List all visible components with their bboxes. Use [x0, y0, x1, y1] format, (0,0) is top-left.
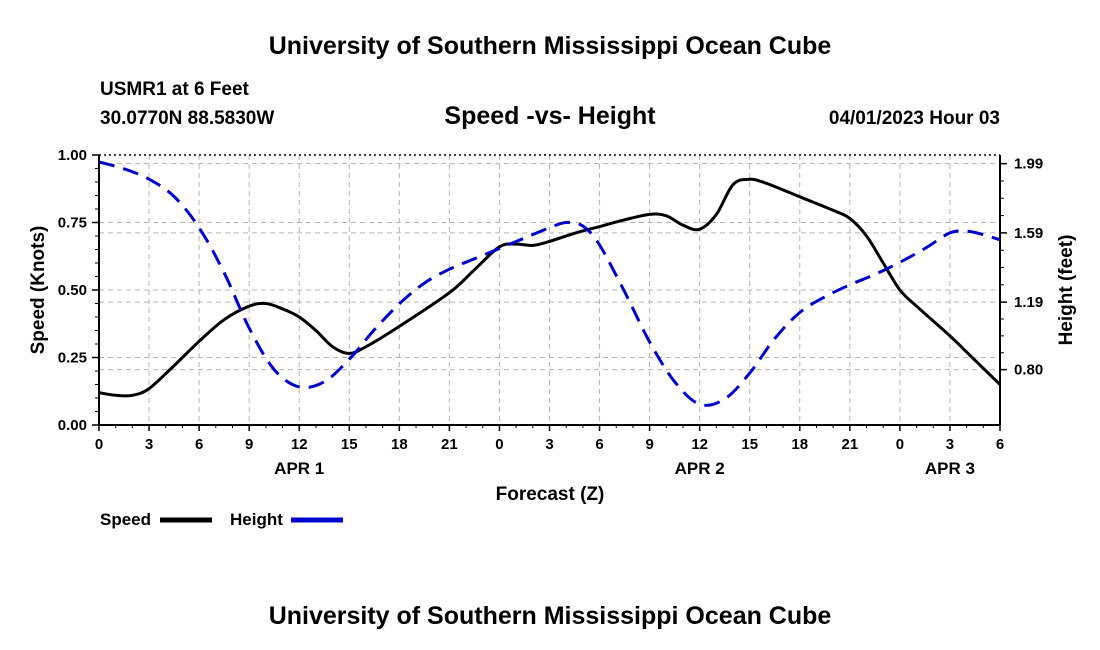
axes: 0 3 6 9 12 15 18 21 0 3 6 9 12 15 18 21 0 3 6 APR 1 APR 2 APR…: [58, 147, 1043, 478]
x-tick-label: 18: [791, 436, 808, 453]
forecast-datetime: 04/01/2023 Hour 03: [829, 108, 1000, 129]
x-tick-label: 0: [495, 436, 503, 453]
x-tick-label: 15: [341, 436, 358, 453]
series-line-height: [98, 160, 1001, 407]
series-layer: [98, 160, 1002, 407]
day-label: APR 2: [675, 459, 725, 478]
x-tick-label: 0: [896, 436, 904, 453]
y2-tick-label: 0.80: [1014, 362, 1043, 379]
y-tick-label: 1.00: [58, 147, 87, 164]
x-tick-label: 0: [95, 436, 103, 453]
day-label: APR 3: [925, 459, 975, 478]
x-tick-label: 15: [741, 436, 758, 453]
legend-height-label: Height: [230, 510, 283, 529]
chart-subtitle: Speed -vs- Height: [444, 102, 656, 130]
y2-tick-label: 1.59: [1014, 225, 1043, 242]
x-tick-label: 6: [195, 436, 203, 453]
x-tick-label: 3: [145, 436, 153, 453]
day-label: APR 1: [274, 459, 324, 478]
x-tick-label: 3: [946, 436, 954, 453]
station-coords: 30.0770N 88.5830W: [100, 108, 274, 129]
legend: Speed Height: [100, 510, 343, 529]
y-tick-label: 0.75: [58, 215, 87, 232]
x-tick-label: 9: [645, 436, 653, 453]
y2-tick-label: 1.19: [1014, 294, 1043, 311]
x-tick-label: 6: [996, 436, 1004, 453]
x-tick-label: 21: [841, 436, 858, 453]
y-tick-label: 0.50: [58, 282, 87, 299]
x-tick-label: 3: [545, 436, 553, 453]
y2-axis-label: Height (feet): [1056, 235, 1077, 346]
x-tick-label: 9: [245, 436, 253, 453]
y-axis-label: Speed (Knots): [28, 226, 49, 355]
legend-speed-label: Speed: [100, 510, 151, 529]
x-tick-label: 21: [441, 436, 458, 453]
series-line-speed: [98, 177, 1002, 398]
y2-tick-label: 1.99: [1014, 156, 1043, 173]
x-tick-label: 6: [595, 436, 603, 453]
chart-title: University of Southern Mississippi Ocean…: [269, 32, 832, 60]
x-tick-label: 18: [391, 436, 408, 453]
y-tick-label: 0.00: [58, 417, 87, 434]
x-tick-label: 12: [691, 436, 708, 453]
x-axis-label: Forecast (Z): [496, 484, 605, 505]
footer-title: University of Southern Mississippi Ocean…: [269, 602, 832, 630]
x-tick-label: 12: [291, 436, 308, 453]
grid: [99, 154, 1000, 425]
y-tick-label: 0.25: [58, 350, 87, 367]
station-label: USMR1 at 6 Feet: [100, 79, 250, 100]
